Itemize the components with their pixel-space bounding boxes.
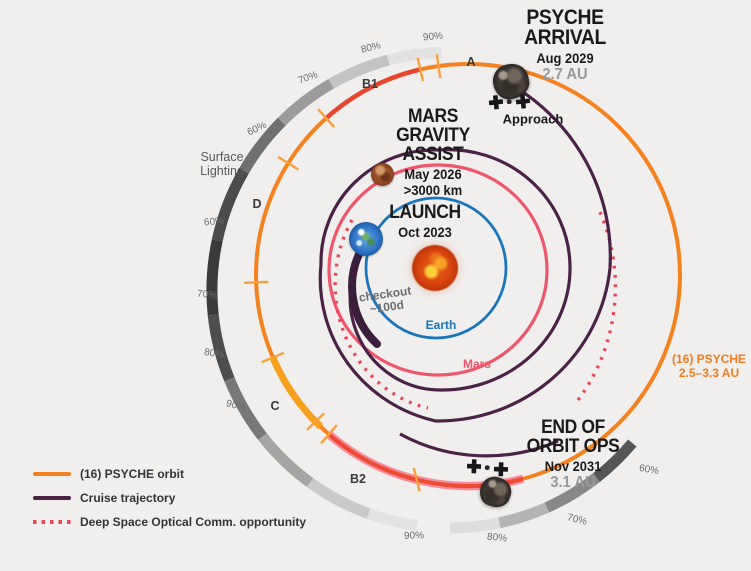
end-orbit-ops-label: END OF ORBIT OPS Nov 2031 3.1 AU: [527, 418, 620, 491]
cruise-final-arc: [399, 432, 559, 458]
surface-lighting-line-2: Lighting: [200, 164, 244, 178]
lighting-percent: 90%: [422, 30, 444, 44]
launch-label: LAUNCH Oct 2023: [389, 203, 461, 240]
spacecraft-icon: [488, 94, 531, 110]
arrival-title-1: PSYCHE: [526, 6, 604, 29]
orbit-segment-b1: B1: [362, 77, 378, 91]
orbit-segment-c: C: [270, 399, 280, 413]
launch-date: Oct 2023: [398, 224, 452, 240]
arrival-date: Aug 2029: [536, 50, 594, 66]
mga-title-2: GRAVITY: [396, 125, 470, 146]
lighting-percent: 80%: [486, 531, 508, 545]
dsoc-swatch: [33, 520, 71, 524]
spacecraft-icon: [466, 459, 509, 477]
endops-date: Nov 2031: [544, 458, 602, 474]
approach-label: Approach: [502, 111, 564, 127]
legend-item-dsoc: Deep Space Optical Comm. opportunity: [33, 510, 306, 534]
legend-label: Cruise trajectory: [80, 491, 176, 505]
legend-item-cruise: Cruise trajectory: [33, 486, 306, 510]
earth-orbit-label: Earth: [425, 318, 457, 332]
mars: [371, 163, 394, 186]
lighting-percent: 90%: [403, 530, 425, 542]
orbit-segment-d: D: [252, 197, 262, 211]
legend: (16) PSYCHE orbit Cruise trajectory Deep…: [33, 462, 306, 534]
mga-title-3: ASSIST: [402, 144, 464, 165]
mars-orbit-label: Mars: [462, 357, 492, 371]
sun: [412, 245, 458, 291]
lighting-percent: 70%: [196, 288, 218, 302]
psyche-arrival-label: PSYCHE ARRIVAL Aug 2029 2.7 AU: [524, 6, 606, 83]
arrival-distance: 2.7 AU: [542, 66, 588, 83]
endops-distance: 3.1 AU: [550, 474, 596, 491]
checkout-burn-arc: [348, 246, 381, 348]
launch-title: LAUNCH: [389, 202, 461, 223]
surface-lighting-line-1: Surface: [200, 150, 244, 164]
arrival-title-2: ARRIVAL: [524, 26, 606, 49]
dsoc-opportunity-arcs: [333, 211, 618, 410]
psyche-orbit-label: (16) PSYCHE 2.5–3.3 AU: [672, 352, 746, 380]
segment-c-arc: [269, 356, 324, 430]
mars-gravity-assist-label: MARS GRAVITY ASSIST May 2026 >3000 km: [396, 107, 470, 198]
mars-orbit: [327, 163, 549, 377]
legend-item-psyche-orbit: (16) PSYCHE orbit: [33, 462, 306, 486]
mga-date: May 2026: [404, 166, 462, 182]
cruise-trajectory-swatch: [33, 496, 71, 500]
mga-title-1: MARS: [408, 106, 458, 127]
surface-lighting-label: Surface Lighting: [200, 150, 244, 178]
surface-lighting-ring: [206, 46, 637, 534]
legend-label: (16) PSYCHE orbit: [80, 467, 185, 481]
endops-title-2: ORBIT OPS: [526, 436, 620, 457]
psyche-orbit-swatch: [33, 472, 71, 476]
dsoc-arc-outer: [573, 211, 618, 406]
lighting-percent: 60%: [203, 215, 225, 229]
segment-b1-arc: [324, 67, 421, 120]
legend-label: Deep Space Optical Comm. opportunity: [80, 515, 307, 529]
psyche-orbit-label-2: 2.5–3.3 AU: [678, 366, 740, 380]
earth: [349, 222, 383, 256]
orbit-segment-a: A: [466, 55, 476, 69]
psyche-orbit-label-1: (16) PSYCHE: [671, 352, 747, 366]
earth-orbit: [364, 196, 508, 340]
orbit-segment-b2: B2: [350, 472, 366, 486]
endops-title-1: END OF: [541, 417, 605, 438]
orbit-segment-ticks: [244, 54, 442, 492]
mga-distance: >3000 km: [403, 182, 463, 198]
